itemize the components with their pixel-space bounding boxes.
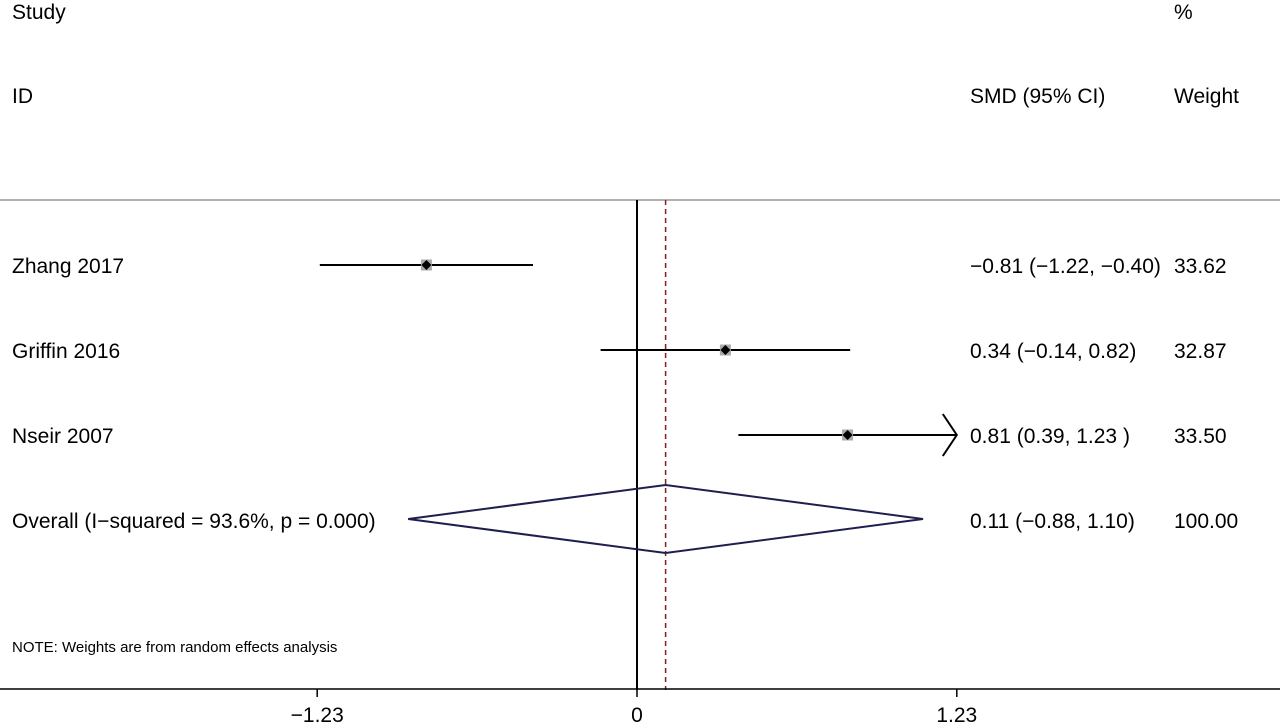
point-estimate bbox=[842, 430, 853, 440]
study-weight: 33.62 bbox=[1174, 255, 1227, 278]
ci-arrow bbox=[941, 413, 959, 457]
x-tick-label: 1.23 bbox=[936, 704, 977, 725]
study-label: Nseir 2007 bbox=[12, 425, 114, 448]
x-tick-label: −1.23 bbox=[291, 704, 344, 725]
study-label: Griffin 2016 bbox=[12, 340, 121, 363]
weights-note: NOTE: Weights are from random effects an… bbox=[12, 639, 338, 656]
percent-header: % bbox=[1174, 1, 1193, 24]
overall-diamond bbox=[408, 483, 924, 555]
point-estimate bbox=[421, 260, 432, 270]
study-label: Zhang 2017 bbox=[12, 255, 125, 278]
study-header: Study bbox=[12, 1, 66, 24]
study-weight: 32.87 bbox=[1174, 340, 1227, 363]
x-tick-label: 0 bbox=[631, 704, 643, 725]
id-header: ID bbox=[12, 85, 33, 108]
study-ci-text: 0.81 (0.39, 1.23 ) bbox=[970, 425, 1130, 448]
study-weight: 33.50 bbox=[1174, 425, 1227, 448]
overall-ci-text: 0.11 (−0.88, 1.10) bbox=[970, 510, 1135, 533]
overall-weight: 100.00 bbox=[1174, 510, 1239, 533]
effect-header: SMD (95% CI) bbox=[970, 85, 1106, 108]
study-ci-text: −0.81 (−1.22, −0.40) bbox=[970, 255, 1161, 278]
weight-header: Weight bbox=[1174, 85, 1239, 108]
point-estimate bbox=[720, 345, 731, 355]
overall-label: Overall (I−squared = 93.6%, p = 0.000) bbox=[12, 510, 376, 533]
study-ci-text: 0.34 (−0.14, 0.82) bbox=[970, 340, 1137, 363]
